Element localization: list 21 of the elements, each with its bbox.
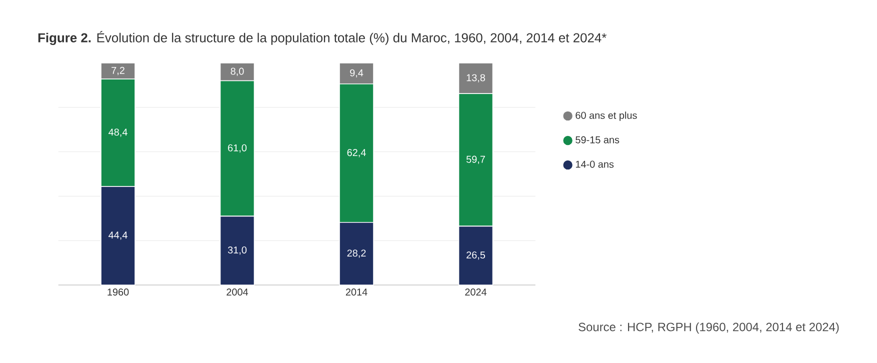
data-label: 28,2 [347, 250, 366, 258]
legend-label: 60 ans et plus [576, 112, 637, 121]
data-label: 44,4 [108, 232, 128, 240]
legend-label: 59-15 ans [576, 136, 620, 144]
source-note: Source : HCP, RGPH (1960, 2004, 2014 et 2024) [578, 322, 839, 334]
x-tick-label: 2024 [465, 288, 487, 296]
legend-label: 14-0 ans [576, 160, 614, 168]
x-tick-label: 2014 [346, 288, 368, 296]
data-label: 13,8 [466, 74, 486, 82]
x-tick-label: 1960 [108, 288, 129, 296]
data-label: 48,4 [108, 128, 128, 137]
data-label: 8,0 [230, 68, 244, 76]
x-tick-label: 2004 [226, 288, 248, 296]
data-label: 7,2 [112, 66, 124, 76]
chart-title: Figure 2. Évolution de la structure de la population totale (%) du Maroc, 1960, 2004, 2014 et 2024* [38, 31, 606, 45]
data-label: 26,5 [466, 251, 486, 260]
data-label: 62,4 [347, 149, 366, 158]
data-label: 61,0 [228, 144, 247, 153]
data-label: 9,4 [350, 69, 364, 78]
data-label: 59,7 [466, 156, 485, 164]
data-label: 31,0 [228, 246, 247, 255]
